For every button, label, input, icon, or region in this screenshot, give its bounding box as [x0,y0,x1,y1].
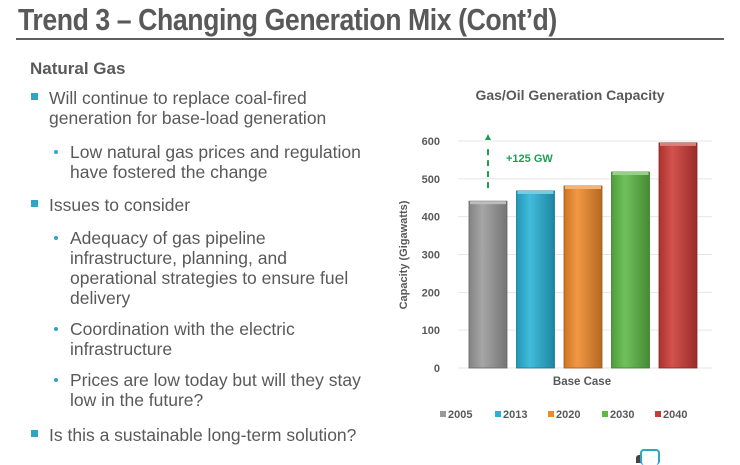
y-tick-label: 0 [434,363,440,375]
x-axis-category-label: Base Case [553,376,611,388]
logo-icon [640,449,660,465]
sub-bullet-item: Low natural gas prices and regulation hav… [70,142,361,182]
bullet-line: low in the future? [70,390,204,410]
bullet-line: operational strategies to ensure fuel [70,268,349,288]
bar-cap-2040 [660,142,696,146]
bar-2013 [516,190,555,369]
annotation-label: +125 GW [506,153,553,165]
chart-title: Gas/Oil Generation Capacity [475,87,665,103]
bar-2020 [563,185,603,369]
slide-title: Trend 3 – Changing Generation Mix (Cont’… [18,2,557,37]
bar-cap-2020 [565,186,601,190]
bullet-item: Is this a sustainable long-term solution… [49,425,356,445]
y-axis-ticks: 0 100 200 300 400 500 600 [422,136,440,375]
bullet-line: have fostered the change [70,162,268,182]
legend-swatch-2040 [655,411,661,417]
bullet-line: Coordination with the electric [70,319,295,339]
legend-label: 2005 [448,409,472,421]
bullet-dot-icon [54,327,58,331]
bullet-square-icon [31,200,38,207]
bullet-line: Will continue to replace coal-fired [49,88,307,108]
bullet-dot-icon [54,378,58,382]
legend-swatch-2030 [602,411,608,417]
bullet-line: Adequacy of gas pipeline [70,228,266,248]
bar-2040 [658,142,698,369]
logo-icon-part [636,455,642,463]
title-divider [16,38,724,40]
y-tick-label: 600 [422,136,440,148]
legend: 2005 2013 2020 2030 2040 [440,409,687,421]
bullet-line: Low natural gas prices and regulation [70,142,361,162]
bullet-square-icon [31,93,38,100]
bar-cap-2013 [517,190,554,194]
y-tick-label: 400 [422,212,440,224]
y-tick-label: 100 [422,325,440,337]
bar-2030 [611,171,650,369]
legend-label: 2030 [610,409,634,421]
bullet-item: Issues to consider [49,195,190,215]
annotation: +125 GW [485,134,553,189]
bullet-line: infrastructure [70,339,173,359]
y-tick-label: 500 [422,174,440,186]
legend-label: 2040 [663,409,687,421]
bullet-line: Issues to consider [49,195,191,215]
bullet-dot-icon [54,150,58,154]
bullet-item: Will continue to replace coal-fired gener… [49,88,326,128]
legend-swatch-2005 [440,411,446,417]
bullet-line: delivery [70,288,131,308]
bar-cap-2005 [470,201,506,205]
y-tick-label: 200 [422,287,440,299]
bullet-square-icon [31,430,38,437]
legend-swatch-2020 [548,411,554,417]
bullet-dot-icon [54,236,58,240]
bullet-line: Prices are low today but will they stay [70,370,361,390]
bar-2005 [468,200,508,369]
bullet-line: generation for base-load generation [49,108,327,128]
legend-swatch-2013 [495,411,501,417]
sub-bullet-item: Coordination with the electric infrastruc… [70,319,295,359]
sub-bullet-item: Adequacy of gas pipeline infrastructure, … [70,228,348,308]
bar-cap-2030 [612,172,649,176]
bullet-line: Is this a sustainable long-term solution… [49,425,357,445]
bullet-line: infrastructure, planning, and [70,248,287,268]
legend-label: 2013 [503,409,527,421]
legend-label: 2020 [556,409,580,421]
section-heading: Natural Gas [30,59,126,78]
y-tick-label: 300 [422,250,440,262]
y-axis-label: Capacity (Gigawatts) [398,200,410,309]
arrow-up-icon [485,134,491,140]
sub-bullet-item: Prices are low today but will they stay l… [70,370,361,410]
bars [468,142,698,369]
